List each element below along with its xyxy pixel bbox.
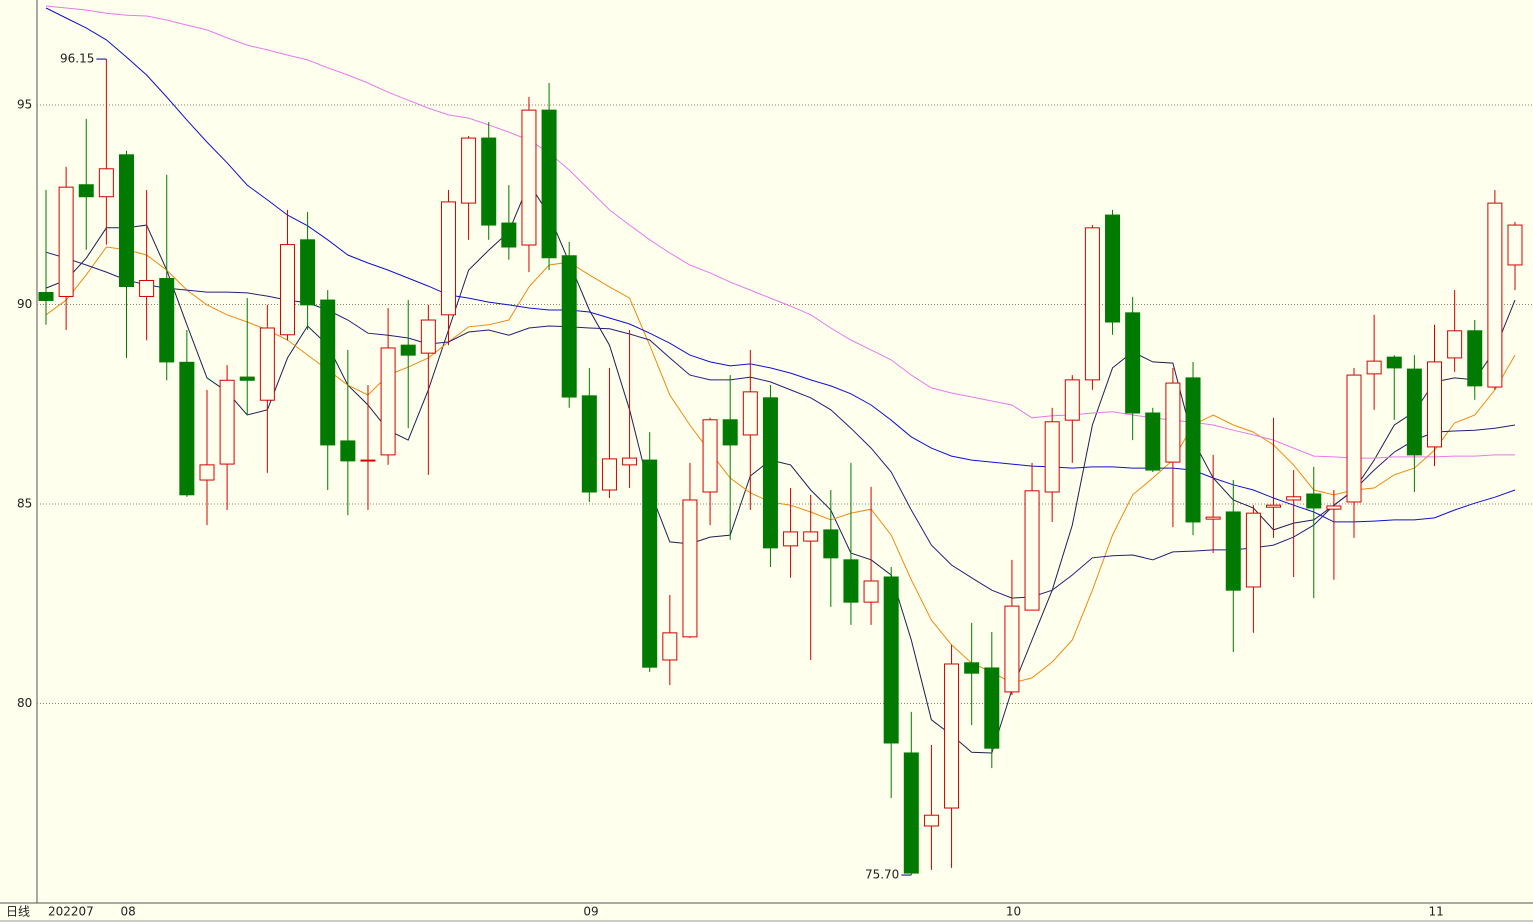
high-label: 96.15 [60,52,94,66]
candle-body [400,344,416,356]
y-tick-label: 80 [17,696,32,710]
moving-average-line [45,5,1515,459]
x-tick-label: 202207 [48,905,94,919]
candle-body [883,576,899,744]
candle-body [1447,330,1463,359]
candle-body [259,327,275,401]
candle-body [1225,511,1241,591]
candle-body [1125,312,1141,414]
candle-body [702,419,718,493]
candle-body [1366,360,1382,375]
candle-body [762,397,778,549]
candle-body [279,244,295,336]
candle-body [340,440,356,462]
candle-body [179,361,195,496]
candle-body [219,379,235,465]
candle-body [863,580,879,603]
candle-body [159,278,175,363]
candle-body [1346,374,1362,503]
candle-body [541,109,557,259]
candle-body [58,186,74,297]
candle-body [803,531,819,542]
candle-body [622,457,638,466]
period-label: 日线 [6,905,30,919]
candle-body [199,464,215,481]
candle-body [118,154,134,288]
candle-body [300,239,316,306]
candle-body [1145,412,1161,471]
candle-body [1165,382,1181,463]
candle-body [783,531,799,547]
candle-body [1386,356,1402,369]
x-tick-label: 10 [1006,905,1021,919]
candle-body [1286,496,1302,501]
candle-body [1467,330,1483,387]
candle-body [601,458,617,491]
candle-body [1084,227,1100,381]
moving-average-line [45,246,1516,684]
candle-body [380,347,396,456]
candle-body [420,319,436,354]
candle-body [642,459,658,668]
candle-body [1024,490,1040,611]
candle-body [1044,421,1060,493]
y-tick-label: 85 [17,496,32,510]
x-tick-label: 11 [1429,905,1444,919]
candle-body [360,459,376,462]
candle-body [461,137,477,204]
candle-body [1487,202,1503,388]
candle-body [1427,361,1443,448]
candle-body [1185,377,1201,523]
moving-average-line [45,182,1516,754]
y-tick-label: 90 [17,297,32,311]
candle-body [1064,379,1080,421]
candle-body [742,391,758,436]
y-tick-label: 95 [17,97,32,111]
candle-body [78,184,94,198]
x-tick-label: 09 [583,905,598,919]
moving-average-line [45,7,1516,523]
candle-body [38,291,54,301]
candle-body [239,376,255,381]
candle-body [1406,368,1422,456]
candle-body [501,222,517,248]
candle-body [944,663,960,809]
candle-body [1245,512,1261,588]
candle-body [923,814,939,827]
candle-body [1105,214,1121,323]
candle-body [843,559,859,603]
candle-body [1004,605,1020,693]
candle-body [964,662,980,674]
candle-body [561,255,577,398]
candle-body [98,168,114,198]
candle-body [1507,224,1523,266]
candle-body [521,109,537,246]
candle-body [662,632,678,661]
x-tick-label: 08 [120,905,135,919]
candle-body [1326,505,1342,510]
candle-body [1306,493,1322,509]
candle-body [682,499,698,638]
candle-body [903,752,919,874]
candle-body [722,419,738,446]
candle-body [139,280,155,297]
candle-body [440,201,456,316]
candle-body [320,299,336,446]
candle-body [581,395,597,493]
candle-body [1205,516,1221,520]
candle-body [984,667,1000,749]
candle-body [481,137,497,226]
low-label: 75.70 [865,868,899,882]
candle-body [823,529,839,559]
candle-body [1266,504,1282,508]
